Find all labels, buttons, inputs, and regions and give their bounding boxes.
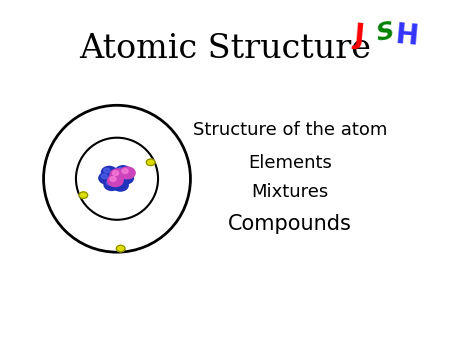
Text: Compounds: Compounds xyxy=(228,214,352,234)
Circle shape xyxy=(146,159,155,166)
Text: Elements: Elements xyxy=(248,153,332,171)
Circle shape xyxy=(101,174,108,179)
Text: S: S xyxy=(374,19,396,46)
Text: Atomic Structure: Atomic Structure xyxy=(79,33,371,65)
Circle shape xyxy=(117,168,124,172)
Circle shape xyxy=(108,175,123,187)
Circle shape xyxy=(117,245,125,252)
Text: J: J xyxy=(352,22,365,50)
Circle shape xyxy=(120,174,126,179)
Circle shape xyxy=(104,179,120,190)
Circle shape xyxy=(79,192,88,198)
Circle shape xyxy=(120,167,135,179)
Text: Mixtures: Mixtures xyxy=(251,183,328,201)
Circle shape xyxy=(115,181,121,186)
Circle shape xyxy=(112,179,128,191)
Circle shape xyxy=(99,172,114,184)
Circle shape xyxy=(104,168,110,173)
Circle shape xyxy=(118,172,133,184)
Circle shape xyxy=(106,180,112,185)
Circle shape xyxy=(115,166,131,177)
Circle shape xyxy=(101,166,117,178)
Text: Structure of the atom: Structure of the atom xyxy=(193,121,387,139)
Circle shape xyxy=(110,176,116,181)
Circle shape xyxy=(112,171,119,175)
Circle shape xyxy=(110,169,126,181)
Circle shape xyxy=(122,169,128,173)
Text: H: H xyxy=(394,21,419,51)
